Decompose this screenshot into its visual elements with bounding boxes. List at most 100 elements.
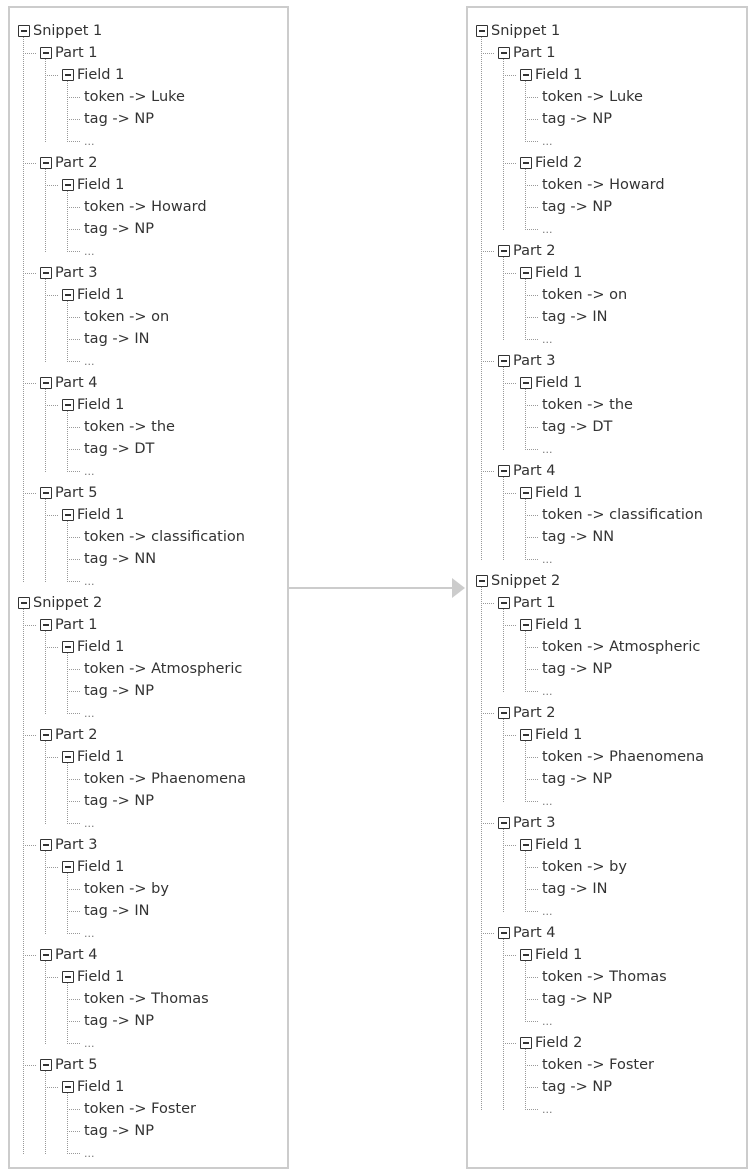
collapse-icon[interactable] [40,619,52,631]
field-row[interactable]: Field 1 [520,372,740,394]
ellipsis-item: ... [525,790,740,812]
collapse-icon[interactable] [520,729,532,741]
part-label: Part 3 [55,837,98,853]
field-row[interactable]: Field 1 [62,856,281,878]
snippet-row[interactable]: Snippet 2 [18,592,281,614]
collapse-icon[interactable] [40,949,52,961]
attribute-text: token -> the [542,397,633,413]
collapse-icon[interactable] [40,267,52,279]
collapse-icon[interactable] [476,25,488,37]
field-row[interactable]: Field 1 [62,636,281,658]
part-row[interactable]: Part 2 [40,724,281,746]
field-row[interactable]: Field 1 [62,746,281,768]
part-row[interactable]: Part 2 [498,702,740,724]
collapse-icon[interactable] [498,597,510,609]
collapse-icon[interactable] [62,179,74,191]
collapse-icon[interactable] [40,157,52,169]
field-row[interactable]: Field 2 [520,1032,740,1054]
part-row[interactable]: Part 1 [40,42,281,64]
collapse-icon[interactable] [40,1059,52,1071]
part-row[interactable]: Part 4 [498,922,740,944]
field-row[interactable]: Field 1 [520,482,740,504]
collapse-icon[interactable] [520,619,532,631]
field-row[interactable]: Field 1 [520,724,740,746]
collapse-icon[interactable] [520,377,532,389]
collapse-icon[interactable] [62,641,74,653]
tree-node-field: Field 1 token -> Thomas tag -> NP... [45,966,281,1054]
field-row[interactable]: Field 1 [62,284,281,306]
field-row[interactable]: Field 1 [62,174,281,196]
part-row[interactable]: Part 5 [40,482,281,504]
collapse-icon[interactable] [520,267,532,279]
attribute-text: token -> the [84,419,175,435]
part-row[interactable]: Part 2 [498,240,740,262]
part-row[interactable]: Part 3 [40,834,281,856]
collapse-icon[interactable] [498,245,510,257]
collapse-icon[interactable] [62,289,74,301]
field-row[interactable]: Field 1 [520,614,740,636]
attribute-item: token -> Luke [67,86,281,108]
part-row[interactable]: Part 1 [498,592,740,614]
part-row[interactable]: Part 3 [498,350,740,372]
part-row[interactable]: Part 4 [40,944,281,966]
left-tree: Snippet 1 Part 1 Field 1 token -> Luke tag -… [18,20,281,1164]
collapse-icon[interactable] [40,487,52,499]
field-row[interactable]: Field 1 [520,834,740,856]
collapse-icon[interactable] [18,597,30,609]
part-row[interactable]: Part 3 [40,262,281,284]
collapse-icon[interactable] [520,69,532,81]
collapse-icon[interactable] [62,399,74,411]
field-row[interactable]: Field 1 [62,64,281,86]
collapse-icon[interactable] [498,927,510,939]
field-row[interactable]: Field 1 [520,64,740,86]
attribute-text: token -> Thomas [542,969,667,985]
collapse-icon[interactable] [62,861,74,873]
attribute-item: token -> by [525,856,740,878]
field-row[interactable]: Field 2 [520,152,740,174]
part-row[interactable]: Part 1 [40,614,281,636]
collapse-icon[interactable] [62,751,74,763]
collapse-icon[interactable] [476,575,488,587]
collapse-icon[interactable] [520,487,532,499]
collapse-icon[interactable] [62,1081,74,1093]
collapse-icon[interactable] [62,971,74,983]
field-row[interactable]: Field 1 [62,966,281,988]
collapse-icon[interactable] [40,47,52,59]
collapse-icon[interactable] [520,157,532,169]
field-label: Field 1 [77,859,125,875]
collapse-icon[interactable] [40,377,52,389]
ellipsis-item: ... [525,438,740,460]
collapse-icon[interactable] [498,817,510,829]
part-row[interactable]: Part 4 [498,460,740,482]
right-tree-panel: Snippet 1 Part 1 Field 1 token -> Luke tag -… [466,6,748,1169]
collapse-icon[interactable] [520,949,532,961]
field-row[interactable]: Field 1 [520,944,740,966]
attribute-text: ... [84,707,95,720]
collapse-icon[interactable] [498,355,510,367]
field-row[interactable]: Field 1 [62,504,281,526]
snippet-row[interactable]: Snippet 1 [18,20,281,42]
field-row[interactable]: Field 1 [520,262,740,284]
field-row[interactable]: Field 1 [62,1076,281,1098]
collapse-icon[interactable] [520,1037,532,1049]
collapse-icon[interactable] [40,839,52,851]
snippet-row[interactable]: Snippet 2 [476,570,740,592]
collapse-icon[interactable] [498,47,510,59]
attribute-item: tag -> DT [67,438,281,460]
part-row[interactable]: Part 5 [40,1054,281,1076]
collapse-icon[interactable] [18,25,30,37]
attribute-text: token -> on [542,287,628,303]
collapse-icon[interactable] [498,707,510,719]
attribute-item: tag -> IN [67,328,281,350]
collapse-icon[interactable] [62,69,74,81]
collapse-icon[interactable] [40,729,52,741]
part-row[interactable]: Part 2 [40,152,281,174]
collapse-icon[interactable] [62,509,74,521]
part-row[interactable]: Part 4 [40,372,281,394]
snippet-row[interactable]: Snippet 1 [476,20,740,42]
field-row[interactable]: Field 1 [62,394,281,416]
part-row[interactable]: Part 3 [498,812,740,834]
part-row[interactable]: Part 1 [498,42,740,64]
collapse-icon[interactable] [498,465,510,477]
collapse-icon[interactable] [520,839,532,851]
